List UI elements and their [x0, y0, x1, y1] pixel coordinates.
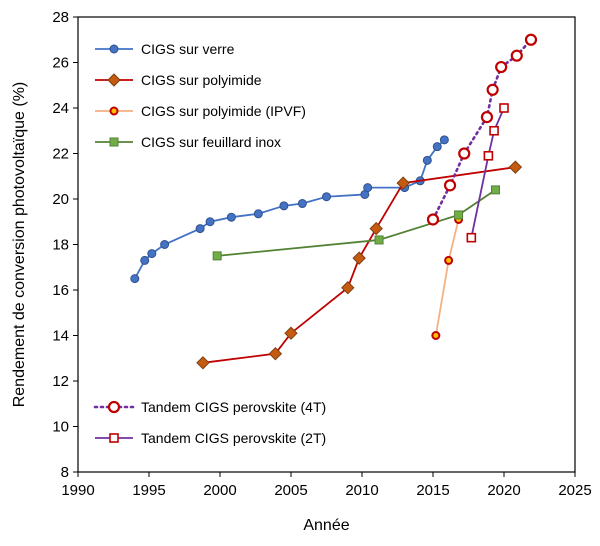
x-tick-label: 2000: [203, 482, 236, 499]
data-point: [140, 255, 150, 265]
series-line: [217, 189, 496, 257]
y-tick-label: 22: [52, 146, 69, 163]
legend-label: Tandem CIGS perovskite (2T): [141, 430, 326, 446]
data-point: [352, 251, 366, 265]
series-line: [470, 107, 505, 238]
y-tick-label: 14: [52, 328, 69, 345]
data-point: [495, 60, 508, 74]
y-tick-label: 26: [52, 55, 69, 72]
legend-marker: [109, 106, 119, 116]
data-point: [489, 125, 499, 136]
data-point: [374, 235, 384, 245]
data-point: [454, 210, 464, 220]
x-tick-label: 2025: [558, 482, 591, 499]
y-tick-label: 10: [52, 419, 69, 436]
legend-label: CIGS sur feuillard inox: [141, 134, 281, 150]
data-point: [396, 176, 410, 190]
data-point: [510, 49, 523, 62]
data-point: [226, 212, 236, 222]
data-point: [369, 221, 383, 236]
series-tandem-cigs-perovskite-4t: [426, 33, 538, 226]
legend-top: CIGS sur verre CIGS sur polyimide CIGS sur…: [95, 41, 306, 150]
series-cigs-sur-verre: [130, 135, 449, 284]
data-point: [196, 356, 210, 370]
x-tick-label: 2020: [487, 482, 520, 499]
y-axis-title: Rendement de conversion photovoltaïque (…: [11, 82, 28, 408]
data-point: [458, 147, 471, 160]
data-point: [431, 331, 441, 340]
data-point: [508, 160, 523, 174]
data-point: [422, 155, 432, 165]
x-axis-title: Année: [303, 517, 349, 534]
data-point: [480, 110, 494, 124]
legend-label: CIGS sur verre: [141, 41, 235, 57]
y-tick-label: 12: [52, 373, 69, 390]
data-point: [444, 255, 454, 265]
legend-label: Tandem CIGS perovskite (4T): [141, 399, 326, 415]
legend-marker: [109, 44, 119, 54]
series-tandem-cigs-perovskite-2t: [466, 103, 509, 243]
data-point: [341, 281, 355, 295]
data-point: [195, 224, 205, 234]
data-point: [443, 179, 457, 192]
data-point: [439, 135, 449, 145]
data-point: [205, 217, 215, 227]
data-point: [483, 150, 494, 161]
series-cigs-sur-polyimide: [196, 160, 523, 370]
data-point: [130, 274, 140, 284]
data-point: [426, 213, 440, 226]
data-point: [466, 232, 477, 243]
series-cigs-sur-feuillard-inox: [212, 185, 500, 261]
data-point: [524, 33, 538, 46]
data-point: [147, 249, 157, 259]
data-point: [490, 185, 500, 195]
y-tick-label: 16: [52, 282, 69, 299]
data-point: [212, 251, 222, 261]
y-tick-label: 20: [52, 191, 69, 208]
data-point: [499, 103, 509, 113]
legend-marker: [107, 73, 121, 87]
x-tick-label: 1990: [61, 482, 94, 499]
data-point: [279, 201, 289, 211]
data-point: [284, 326, 298, 340]
data-point: [160, 240, 170, 249]
x-tick-label: 2010: [345, 482, 378, 499]
legend-marker: [109, 433, 119, 443]
data-point: [432, 142, 442, 152]
x-tick-label: 2005: [274, 482, 307, 499]
legend-marker: [107, 400, 121, 414]
legend-bottom: Tandem CIGS perovskite (4T) Tandem CIGS p…: [93, 399, 326, 446]
data-point: [268, 346, 283, 361]
data-point: [363, 183, 373, 193]
legend-label: CIGS sur polyimide (IPVF): [141, 103, 306, 119]
x-tick-label: 2015: [416, 482, 449, 499]
legend-marker: [109, 137, 119, 147]
data-point: [253, 209, 263, 219]
y-tick-label: 24: [52, 100, 69, 117]
y-tick-label: 18: [52, 237, 69, 254]
x-tick-label: 1995: [132, 482, 165, 499]
y-tick-label: 8: [61, 464, 69, 481]
y-tick-label: 28: [52, 9, 69, 26]
data-point: [297, 199, 307, 209]
data-point: [486, 83, 499, 96]
legend-label: CIGS sur polyimide: [141, 72, 262, 88]
data-point: [322, 192, 331, 202]
